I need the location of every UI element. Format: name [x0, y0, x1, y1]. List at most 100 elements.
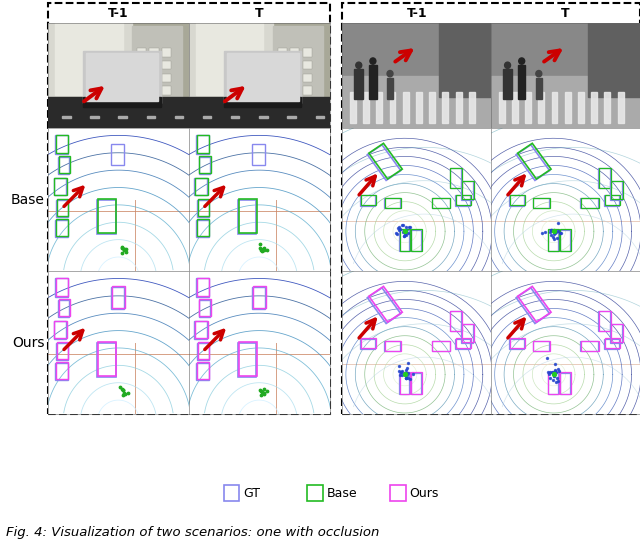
Bar: [189, 60, 330, 63]
Bar: [189, 41, 330, 44]
Bar: [290, 86, 300, 95]
Point: [117, 243, 127, 251]
Bar: [189, 63, 330, 66]
Bar: [560, 372, 571, 394]
Bar: [412, 372, 422, 394]
Bar: [200, 156, 211, 173]
Bar: [342, 3, 640, 415]
Bar: [48, 50, 189, 54]
Point: [549, 225, 559, 234]
Bar: [97, 343, 116, 377]
Bar: [560, 229, 571, 251]
Bar: [58, 157, 69, 174]
Bar: [342, 76, 492, 128]
Point: [401, 225, 412, 234]
Bar: [259, 115, 268, 118]
Point: [550, 368, 561, 377]
Bar: [266, 23, 330, 102]
Point: [403, 368, 413, 377]
Point: [548, 368, 559, 377]
Bar: [278, 86, 287, 95]
Bar: [195, 178, 207, 196]
Point: [256, 386, 266, 395]
Point: [256, 246, 266, 254]
Point: [257, 247, 267, 255]
Bar: [137, 86, 146, 95]
Bar: [611, 324, 623, 343]
Point: [115, 383, 125, 391]
Point: [548, 230, 559, 238]
Ellipse shape: [387, 70, 393, 77]
Point: [401, 228, 411, 236]
Bar: [132, 27, 182, 102]
Point: [119, 246, 129, 254]
Bar: [57, 199, 68, 216]
Bar: [196, 279, 209, 297]
Bar: [97, 200, 116, 234]
Bar: [509, 195, 525, 205]
Bar: [56, 362, 68, 379]
Point: [546, 226, 556, 235]
Bar: [390, 92, 396, 123]
Bar: [118, 115, 127, 118]
Bar: [287, 115, 296, 118]
Bar: [512, 92, 518, 123]
Bar: [432, 198, 450, 208]
Point: [397, 370, 407, 379]
Bar: [580, 341, 598, 351]
Point: [549, 227, 559, 236]
Bar: [189, 26, 330, 29]
Bar: [361, 338, 376, 348]
Point: [396, 368, 406, 377]
Bar: [203, 115, 211, 118]
Bar: [591, 92, 597, 123]
Bar: [385, 341, 401, 351]
Bar: [456, 195, 471, 205]
Bar: [162, 48, 172, 57]
Bar: [48, 63, 189, 66]
Bar: [48, 38, 189, 42]
Bar: [509, 196, 524, 205]
Bar: [48, 41, 189, 44]
Bar: [598, 312, 611, 331]
Bar: [137, 61, 146, 69]
Point: [555, 228, 565, 237]
Bar: [48, 44, 189, 48]
Bar: [618, 92, 623, 123]
Bar: [456, 92, 461, 123]
Bar: [55, 23, 123, 95]
Bar: [238, 200, 257, 234]
Point: [400, 230, 410, 238]
Point: [117, 248, 127, 257]
Text: Ours: Ours: [410, 487, 439, 500]
Bar: [57, 342, 68, 359]
Point: [552, 374, 562, 383]
Bar: [224, 97, 301, 107]
Bar: [189, 33, 330, 35]
Point: [552, 365, 563, 374]
Bar: [252, 287, 265, 308]
Point: [547, 225, 557, 234]
Point: [395, 224, 405, 233]
Point: [123, 389, 133, 398]
Bar: [54, 321, 67, 338]
Point: [408, 370, 419, 379]
Bar: [252, 144, 265, 165]
Bar: [548, 229, 559, 251]
Bar: [384, 198, 401, 208]
Point: [403, 373, 413, 382]
Bar: [58, 300, 69, 317]
Bar: [137, 48, 146, 57]
Point: [403, 229, 413, 237]
Bar: [442, 92, 449, 123]
Bar: [48, 23, 189, 27]
Ellipse shape: [536, 70, 542, 77]
Point: [401, 366, 411, 375]
Bar: [231, 115, 239, 118]
Bar: [509, 338, 525, 348]
Point: [537, 229, 547, 237]
Point: [397, 221, 407, 230]
Bar: [509, 339, 524, 349]
Bar: [605, 195, 620, 205]
Bar: [303, 86, 312, 95]
